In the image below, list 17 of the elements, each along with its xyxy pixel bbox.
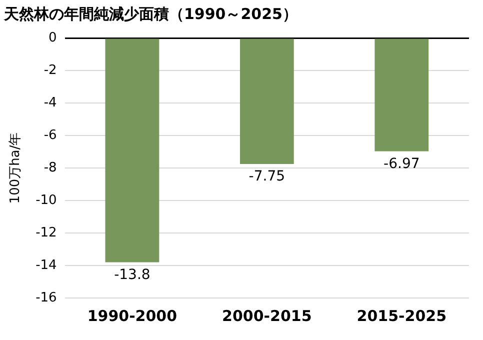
y-tick-label: -14 — [36, 258, 57, 273]
y-tick-label: 0 — [48, 30, 57, 46]
y-tick-label: -4 — [44, 95, 57, 110]
data-label: -6.97 — [384, 156, 420, 172]
y-tick-label: -16 — [36, 290, 57, 306]
y-tick-label: -8 — [44, 160, 57, 176]
data-label: -7.75 — [248, 168, 286, 185]
y-axis-title: 100万ha/年 — [8, 132, 24, 204]
chart-title: 天然林の年間純減少面積（1990～2025） — [3, 4, 298, 23]
x-tick-label: 2015-2025 — [356, 306, 447, 325]
y-tick-label: -6 — [44, 128, 57, 143]
y-tick-label: -10 — [36, 192, 57, 208]
x-tick-label: 2000-2015 — [222, 306, 312, 325]
y-tick-label: -12 — [36, 225, 57, 240]
x-tick-label: 1990-2000 — [87, 306, 178, 325]
y-tick-label: -2 — [44, 62, 57, 78]
data-label: -13.8 — [114, 266, 150, 283]
